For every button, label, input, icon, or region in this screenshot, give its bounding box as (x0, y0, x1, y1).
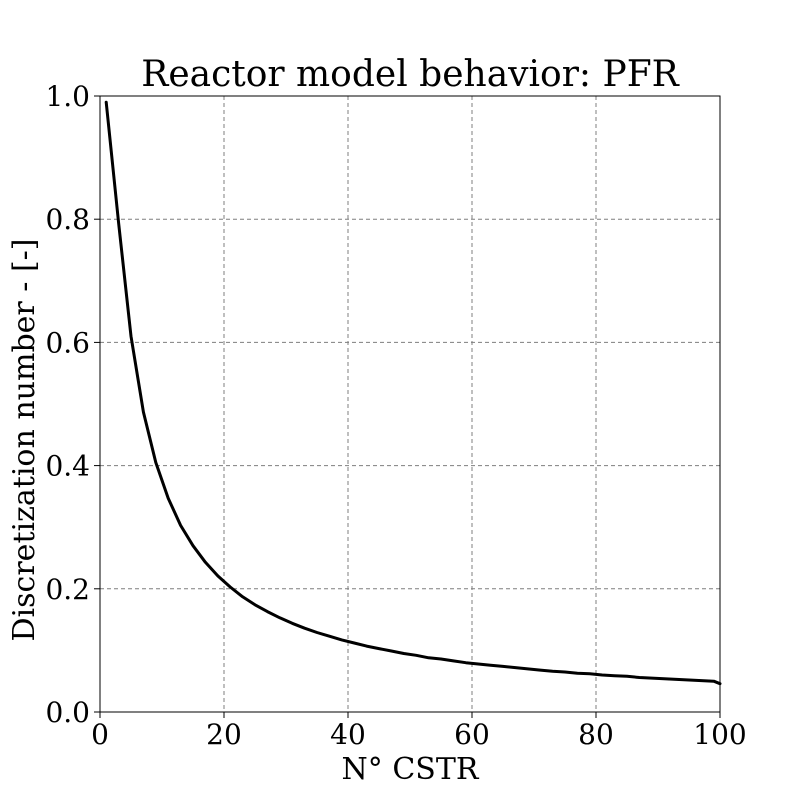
grid (100, 96, 720, 712)
x-tick-label: 20 (206, 718, 242, 751)
y-tick-label: 0.2 (45, 573, 90, 606)
x-axis-label: N° CSTR (342, 752, 480, 787)
plot-area-frame (99, 95, 721, 713)
chart-title: Reactor model behavior: PFR (141, 54, 679, 95)
x-tick-label: 60 (454, 718, 490, 751)
x-tick-label: 0 (91, 718, 109, 751)
y-axis-label: Discretization number - [-] (7, 239, 42, 642)
y-tick-label: 1.0 (45, 80, 90, 113)
ticks: 0 20 40 60 80 100 0.0 0.2 0.4 0.6 0.8 1.0 (45, 80, 746, 751)
y-tick-label: 0.8 (45, 203, 90, 236)
x-tick-label: 100 (693, 718, 746, 751)
y-tick-label: 0.6 (45, 326, 90, 359)
x-tick-label: 80 (578, 718, 614, 751)
x-tick-label: 40 (330, 718, 366, 751)
y-tick-label: 0.0 (45, 696, 90, 729)
series-line (104, 100, 722, 686)
series-layer (104, 100, 722, 686)
y-tick-label: 0.4 (45, 450, 90, 483)
